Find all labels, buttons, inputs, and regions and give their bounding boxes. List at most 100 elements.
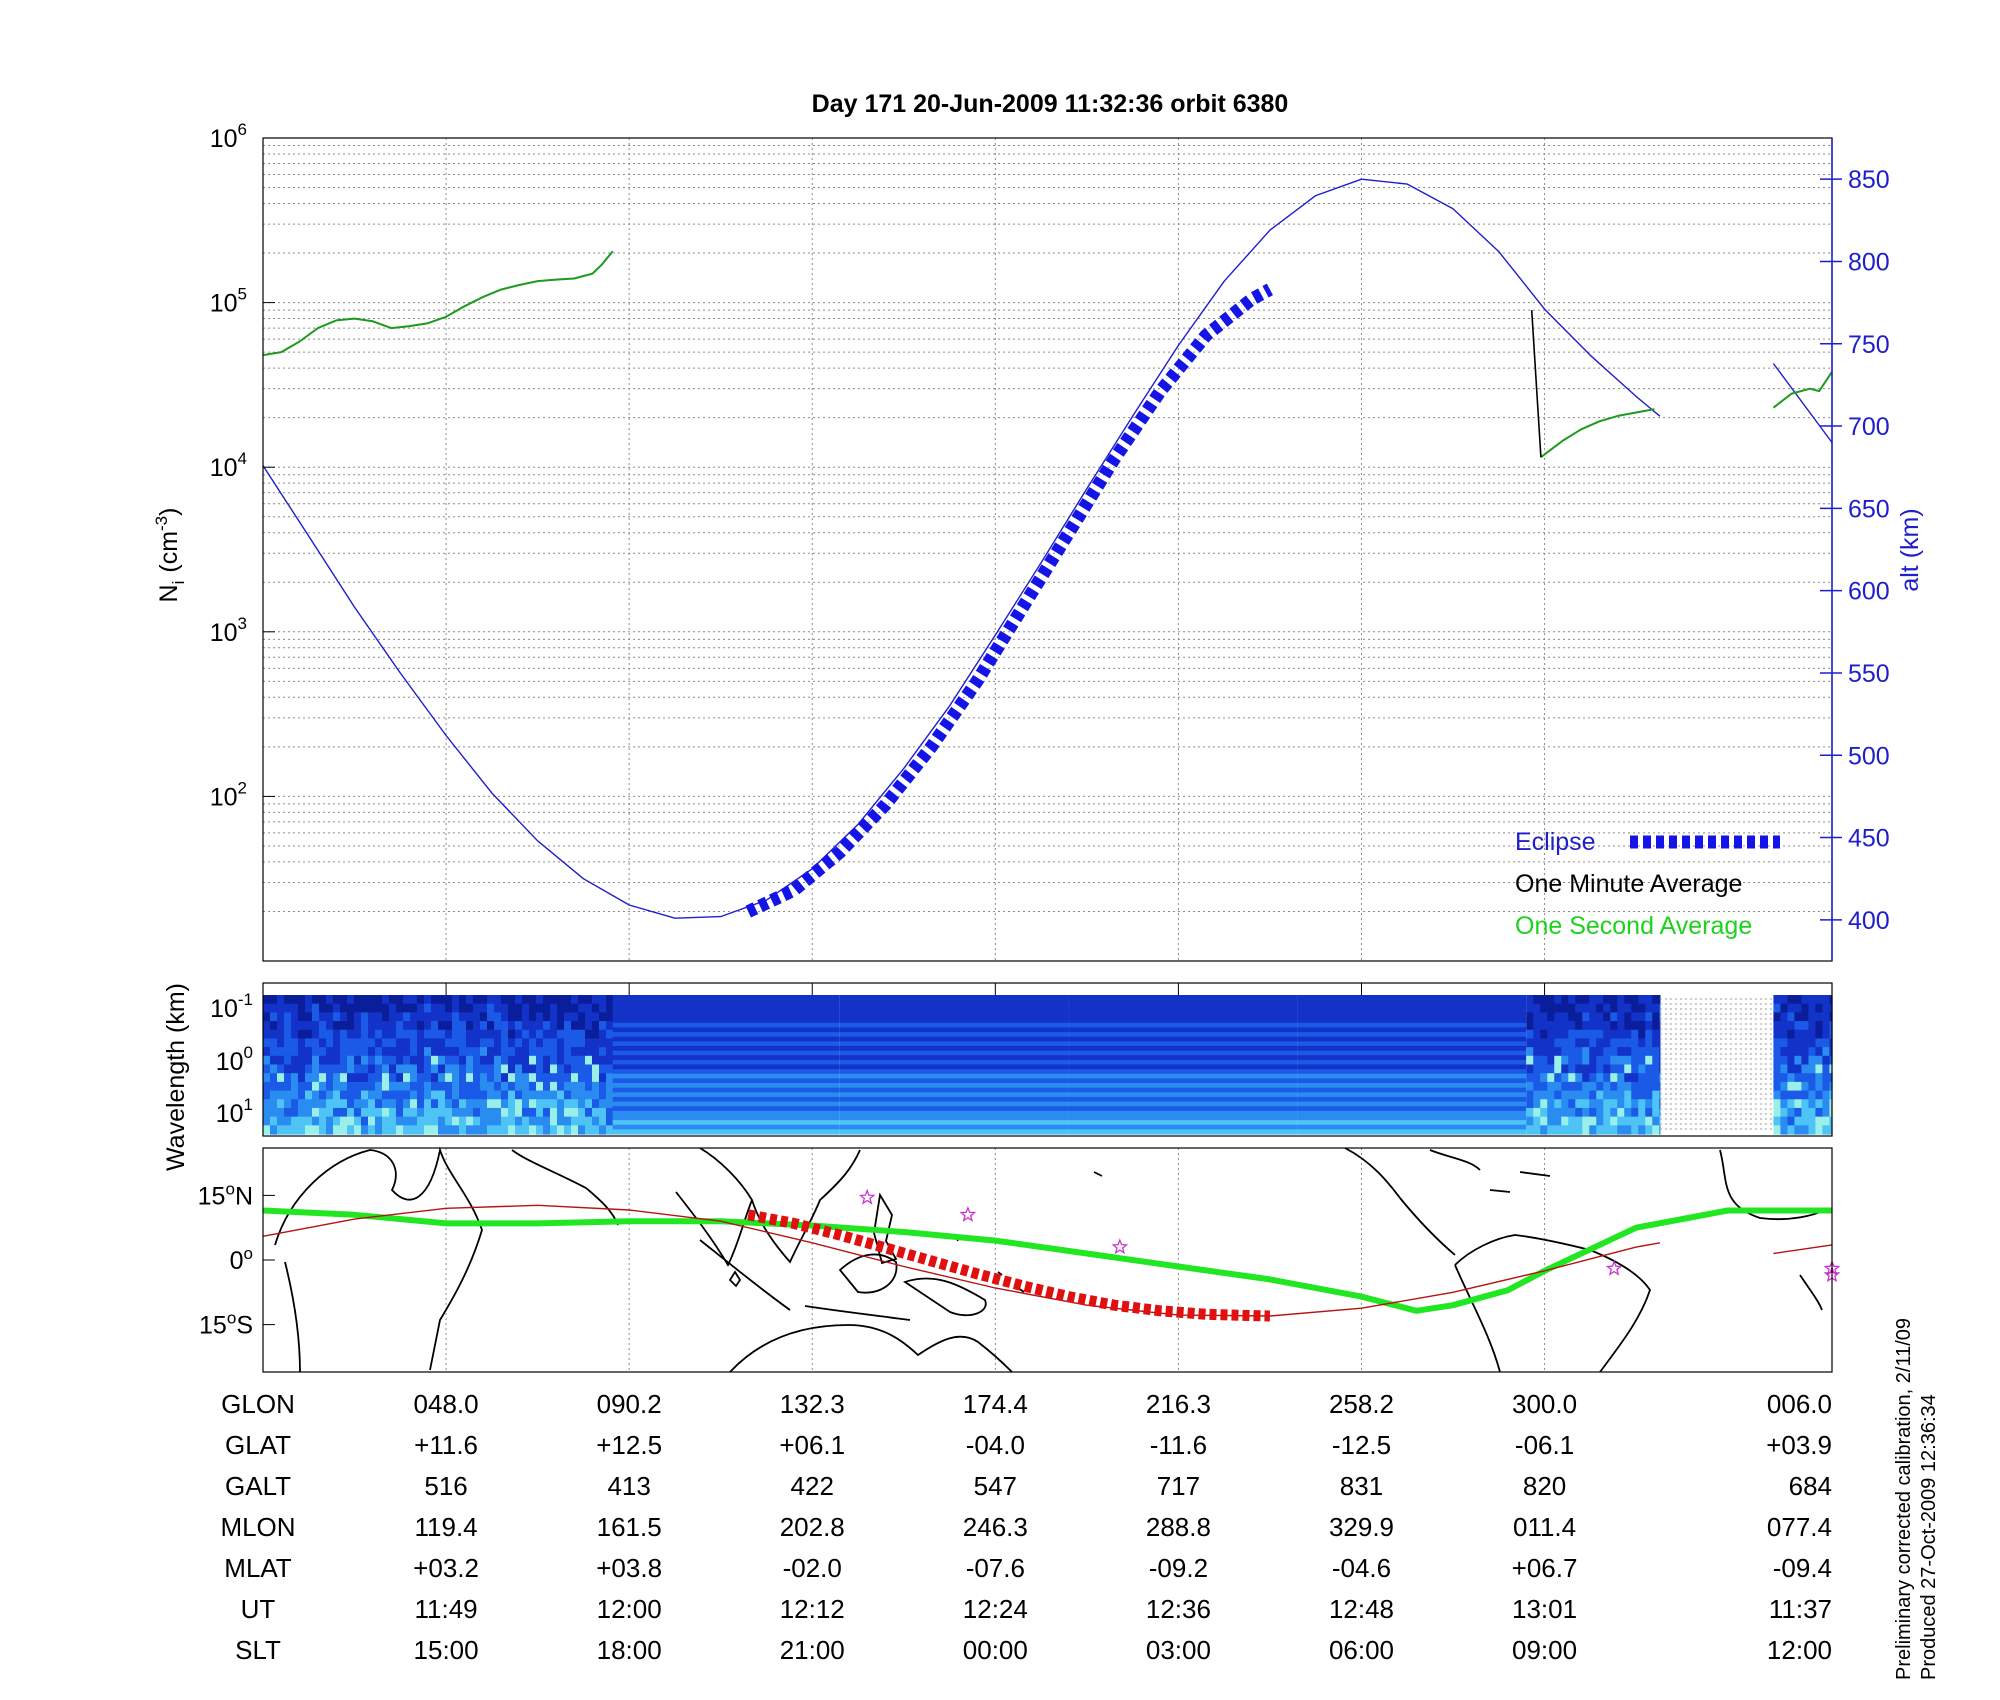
spectrogram-cell <box>1533 1029 1541 1040</box>
spectrogram-cell <box>1815 1064 1824 1074</box>
spectrogram-cell <box>529 1003 537 1013</box>
spectrogram-cell <box>326 1029 334 1040</box>
spectrogram-cell <box>1801 1081 1810 1092</box>
spectrogram-cell <box>291 1055 299 1066</box>
spectrogram-cell <box>564 1055 572 1066</box>
spectrogram-cell <box>1547 1073 1555 1083</box>
spectrogram-cell <box>382 1012 390 1022</box>
spectrogram-cell <box>1582 1116 1590 1126</box>
spectrogram-cell <box>557 1021 565 1031</box>
spectrogram-band <box>1297 1120 1527 1126</box>
ephemeris-cell: 011.4 <box>1513 1512 1576 1542</box>
ephemeris-cell: +03.9 <box>1766 1430 1832 1460</box>
spectrogram-cell <box>473 1012 481 1022</box>
spectrogram-cell <box>354 1116 362 1126</box>
station-star-marker <box>858 1188 876 1205</box>
spectrogram-cell <box>606 1055 614 1066</box>
spectrogram-cell <box>1526 995 1534 1005</box>
spectrogram-cell <box>522 1116 530 1126</box>
spectrogram-cell <box>431 1021 439 1031</box>
spectrogram-cell <box>1787 1047 1796 1057</box>
spectrogram-cell <box>1596 1116 1604 1126</box>
spectrogram-cell <box>1638 1116 1646 1126</box>
spectrogram-cell <box>1540 1055 1548 1066</box>
spectrogram-band <box>1068 1101 1298 1107</box>
spectrogram-cell <box>298 995 306 1005</box>
spectrogram-cell <box>270 1099 278 1109</box>
spectrogram-cell <box>382 1003 390 1013</box>
spectrogram-cell <box>291 1003 299 1013</box>
spectrogram-cell <box>1547 1055 1555 1066</box>
spectrogram-cell <box>368 1116 376 1126</box>
spectrogram-band <box>1297 1069 1527 1075</box>
spectrogram-cell <box>1652 1038 1660 1048</box>
spectrogram-cell <box>1603 1081 1611 1092</box>
legend-eclipse-label: Eclipse <box>1515 828 1596 856</box>
spectrogram-cell <box>1603 1125 1611 1135</box>
coast-arabia <box>511 1149 619 1226</box>
spectrogram-cell <box>515 1099 523 1109</box>
plot-frame <box>262 137 1833 962</box>
spectrogram-cell <box>571 1116 579 1126</box>
spectrogram-cell <box>438 995 446 1005</box>
spectrogram-band <box>839 1008 1069 1015</box>
spectrogram-cell <box>319 1012 327 1022</box>
spectrogram-cell <box>1540 1012 1548 1022</box>
spectrogram-cell <box>270 1107 278 1118</box>
spectrogram-cell <box>305 1055 313 1066</box>
spectrogram-cell <box>501 1021 509 1031</box>
spectrogram-cell <box>1603 1029 1611 1040</box>
spectrogram-cell <box>1610 1116 1618 1126</box>
spectrogram-cell <box>1589 1038 1597 1048</box>
spectrogram-cell <box>326 1012 334 1022</box>
spectrogram-cell <box>1787 1003 1796 1013</box>
spectrogram-cell <box>550 1003 558 1013</box>
spectrogram-cell <box>1815 995 1824 1005</box>
spectrogram-cell <box>501 1055 509 1066</box>
ephemeris-cell: -11.6 <box>1150 1430 1207 1460</box>
spectrogram-cell <box>312 1029 320 1040</box>
spectrogram-cell <box>1603 1073 1611 1083</box>
spectrogram-cell <box>1596 1029 1604 1040</box>
spectrogram-cell <box>396 1047 404 1057</box>
spectrogram-cell <box>389 1081 397 1092</box>
spectrogram-cell <box>578 1116 586 1126</box>
spectrogram-cell <box>291 1116 299 1126</box>
spectrogram-cell <box>333 1055 341 1066</box>
spectrogram-cell <box>1582 1012 1590 1022</box>
spectrogram-cell <box>1617 1047 1625 1057</box>
spectrogram-cell <box>1645 1047 1653 1057</box>
spectrogram-cell <box>1589 1090 1597 1100</box>
spectrogram-cell <box>424 1081 432 1092</box>
spectrogram-cell <box>1659 1107 1661 1118</box>
ephemeris-cell: 12:24 <box>963 1594 1028 1624</box>
spectrogram-cell <box>277 1107 285 1118</box>
spectrogram-cell <box>354 1055 362 1066</box>
spectrogram-cell <box>417 1003 425 1013</box>
ephemeris-cell: 11:37 <box>1769 1594 1832 1624</box>
spectrogram-cell <box>1526 1073 1534 1083</box>
spectrogram-cell <box>522 995 530 1005</box>
spectrogram-cell <box>1547 1090 1555 1100</box>
spectrogram-cell <box>1533 1090 1541 1100</box>
spectrogram-cell <box>424 1047 432 1057</box>
spectrogram-cell <box>543 1125 551 1135</box>
spectrogram-cell <box>452 995 460 1005</box>
spectrogram-cell <box>333 1107 341 1118</box>
spectrogram-cell <box>1652 1107 1660 1118</box>
spectrogram-cell <box>375 1064 383 1074</box>
degree-sign: o <box>227 1309 236 1328</box>
spectrogram-band <box>1068 1120 1298 1126</box>
spectrogram-cell <box>1822 1003 1831 1013</box>
spectrogram-cell <box>564 1116 572 1126</box>
spectrogram-cell <box>459 1003 467 1013</box>
spectrogram-cell <box>1624 1099 1632 1109</box>
spectrogram-cell <box>333 1090 341 1100</box>
spectrogram-cell <box>354 1125 362 1135</box>
spectrogram-cell <box>592 1081 600 1092</box>
spectrogram-cell <box>1617 995 1625 1005</box>
spectrogram-cell <box>1610 1090 1618 1100</box>
station-star-marker <box>959 1206 977 1222</box>
spectrogram-cell <box>1780 1012 1789 1022</box>
